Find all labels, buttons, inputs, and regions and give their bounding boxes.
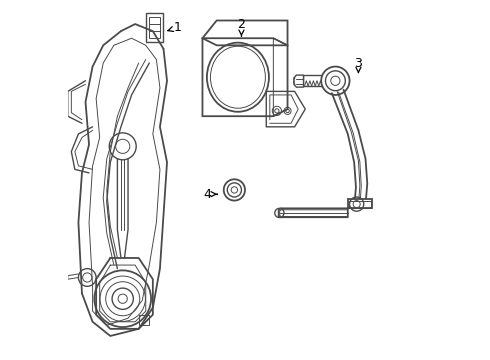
Text: 2: 2 (238, 18, 245, 36)
Text: 1: 1 (168, 21, 182, 34)
Polygon shape (294, 75, 303, 87)
Text: 3: 3 (354, 57, 363, 73)
Polygon shape (303, 76, 326, 86)
Text: 4: 4 (204, 188, 217, 201)
Polygon shape (348, 199, 372, 208)
Circle shape (224, 179, 245, 201)
Circle shape (321, 67, 349, 95)
